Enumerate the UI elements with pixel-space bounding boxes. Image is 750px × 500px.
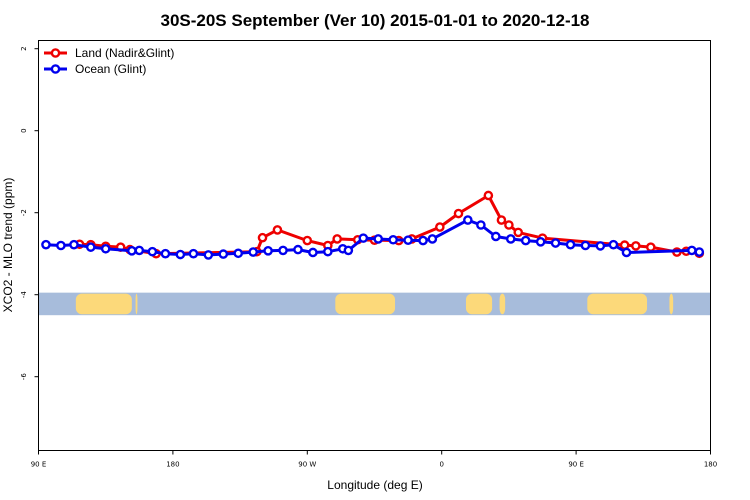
land-ocean-band [38, 292, 711, 316]
ocean-legend-label: Ocean (Glint) [75, 62, 146, 76]
ocean-data-point [694, 247, 705, 257]
ocean-data-point [69, 239, 79, 250]
ocean-data-point [127, 246, 137, 256]
ocean-data-point [147, 246, 158, 257]
x-tick-label: 90 W [298, 461, 316, 469]
ocean-data-point [418, 235, 428, 246]
x-tick-label: 90 E [31, 461, 47, 469]
ocean-data-point [41, 239, 51, 250]
land-data-point [496, 215, 507, 225]
ocean-data-point [373, 234, 384, 244]
land-band-segment [499, 293, 506, 315]
land-data-point [483, 190, 494, 201]
land-data-point [302, 235, 313, 246]
ocean-data-point [463, 215, 473, 225]
land-data-point [272, 225, 283, 235]
ocean-data-point [621, 247, 632, 258]
y-axis-label: XCO2 - MLO trend (ppm) [1, 178, 15, 313]
land-band-segment [669, 293, 674, 315]
y-tick-label: 2 [20, 46, 28, 50]
ocean-series [41, 215, 705, 260]
x-tick-label: 0 [439, 461, 443, 469]
ocean-data-point [233, 248, 244, 259]
ocean-data-point [491, 231, 501, 242]
land-band-segment [465, 293, 493, 315]
ocean-data-point [476, 220, 486, 230]
chart-title: 30S-20S September (Ver 10) 2015-01-01 to… [160, 11, 589, 30]
x-axis-label: Longitude (deg E) [327, 478, 422, 492]
ocean-data-point [550, 238, 561, 248]
land-data-point [619, 240, 630, 250]
ocean-data-point [56, 240, 66, 251]
ocean-data-point [595, 241, 606, 251]
plot-frame [38, 40, 711, 451]
ocean-data-point [520, 235, 531, 246]
ocean-data-point [403, 235, 413, 245]
land-data-point [504, 220, 514, 230]
ocean-data-point [293, 244, 303, 255]
land-data-point [257, 232, 268, 243]
land-data-point [631, 241, 641, 251]
x-axis: 90 E 180 90 W 0 90 E 180 [31, 450, 717, 469]
ocean-data-point [134, 245, 145, 256]
ocean-data-point [175, 249, 186, 260]
ocean-data-point [248, 247, 258, 257]
land-legend-marker [50, 48, 61, 58]
ocean-data-point [85, 242, 96, 252]
ocean-data-point [323, 246, 333, 257]
legend: Land (Nadir&Glint) Ocean (Glint) [44, 46, 174, 76]
land-data-point [645, 242, 656, 252]
x-tick-label: 180 [166, 461, 179, 469]
ocean-data-point [687, 245, 697, 256]
ocean-data-point [565, 239, 576, 250]
y-tick-label: -6 [20, 373, 28, 381]
y-tick-label: -2 [20, 209, 28, 216]
x-tick-label: 180 [704, 461, 717, 469]
ocean-legend-marker [50, 64, 61, 74]
y-axis: 2 0 -2 -4 -6 [20, 46, 39, 380]
land-band-segment [75, 293, 132, 315]
ocean-data-point [263, 246, 273, 256]
ocean-data-point [580, 240, 591, 251]
land-legend-label: Land (Nadir&Glint) [75, 46, 174, 60]
x-tick-label: 90 E [568, 461, 584, 469]
land-band-segment [335, 293, 396, 315]
ocean-data-point [535, 237, 546, 247]
land-data-point [332, 234, 342, 244]
ocean-data-point [278, 245, 288, 256]
ocean-data-point [218, 249, 229, 259]
series-layer [41, 190, 705, 260]
ocean-data-point [427, 234, 438, 244]
ocean-data-point [308, 247, 318, 258]
ocean-data-point [608, 239, 619, 250]
ocean-data-point [505, 234, 516, 244]
ocean-data-point [203, 250, 214, 260]
land-data-point [435, 222, 445, 232]
ocean-data-point [388, 234, 398, 245]
y-tick-label: 0 [20, 128, 28, 132]
ocean-data-point [358, 233, 369, 243]
ocean-data-point [343, 245, 354, 256]
ocean-data-point [100, 243, 111, 254]
land-series [74, 190, 705, 259]
y-tick-label: -4 [20, 291, 28, 299]
ocean-data-point [188, 248, 199, 259]
ocean-data-point [160, 248, 171, 259]
land-band-segment [587, 293, 648, 315]
land-data-point [513, 227, 524, 238]
land-data-point [453, 208, 464, 219]
land-band-segment [135, 293, 138, 315]
